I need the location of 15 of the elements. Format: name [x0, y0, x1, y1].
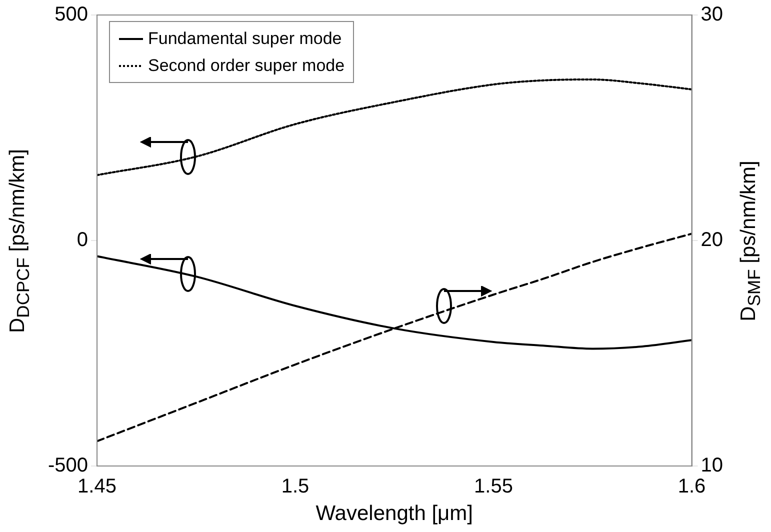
x-tick-label: 1.45 [78, 476, 116, 498]
line-series [97, 78, 692, 176]
y-tick-label: 0 [76, 229, 88, 252]
x-tick-label: 1.5 [281, 476, 310, 498]
y-tick-label: 500 [54, 4, 88, 26]
x-tick-label: 1.55 [474, 476, 513, 498]
legend-label: Second order super mode [148, 55, 345, 77]
y2-tick-label: 30 [700, 4, 724, 26]
y2-tick-label: 20 [700, 229, 724, 252]
legend-label: Fundamental super mode [148, 28, 342, 50]
y-tick-label: -500 [48, 454, 88, 477]
line-series [97, 232, 692, 442]
y2-tick-label: 10 [700, 454, 724, 477]
x-tick-label: 1.6 [678, 476, 706, 498]
x-axis-title: Wavelength [μm] [314, 502, 474, 526]
